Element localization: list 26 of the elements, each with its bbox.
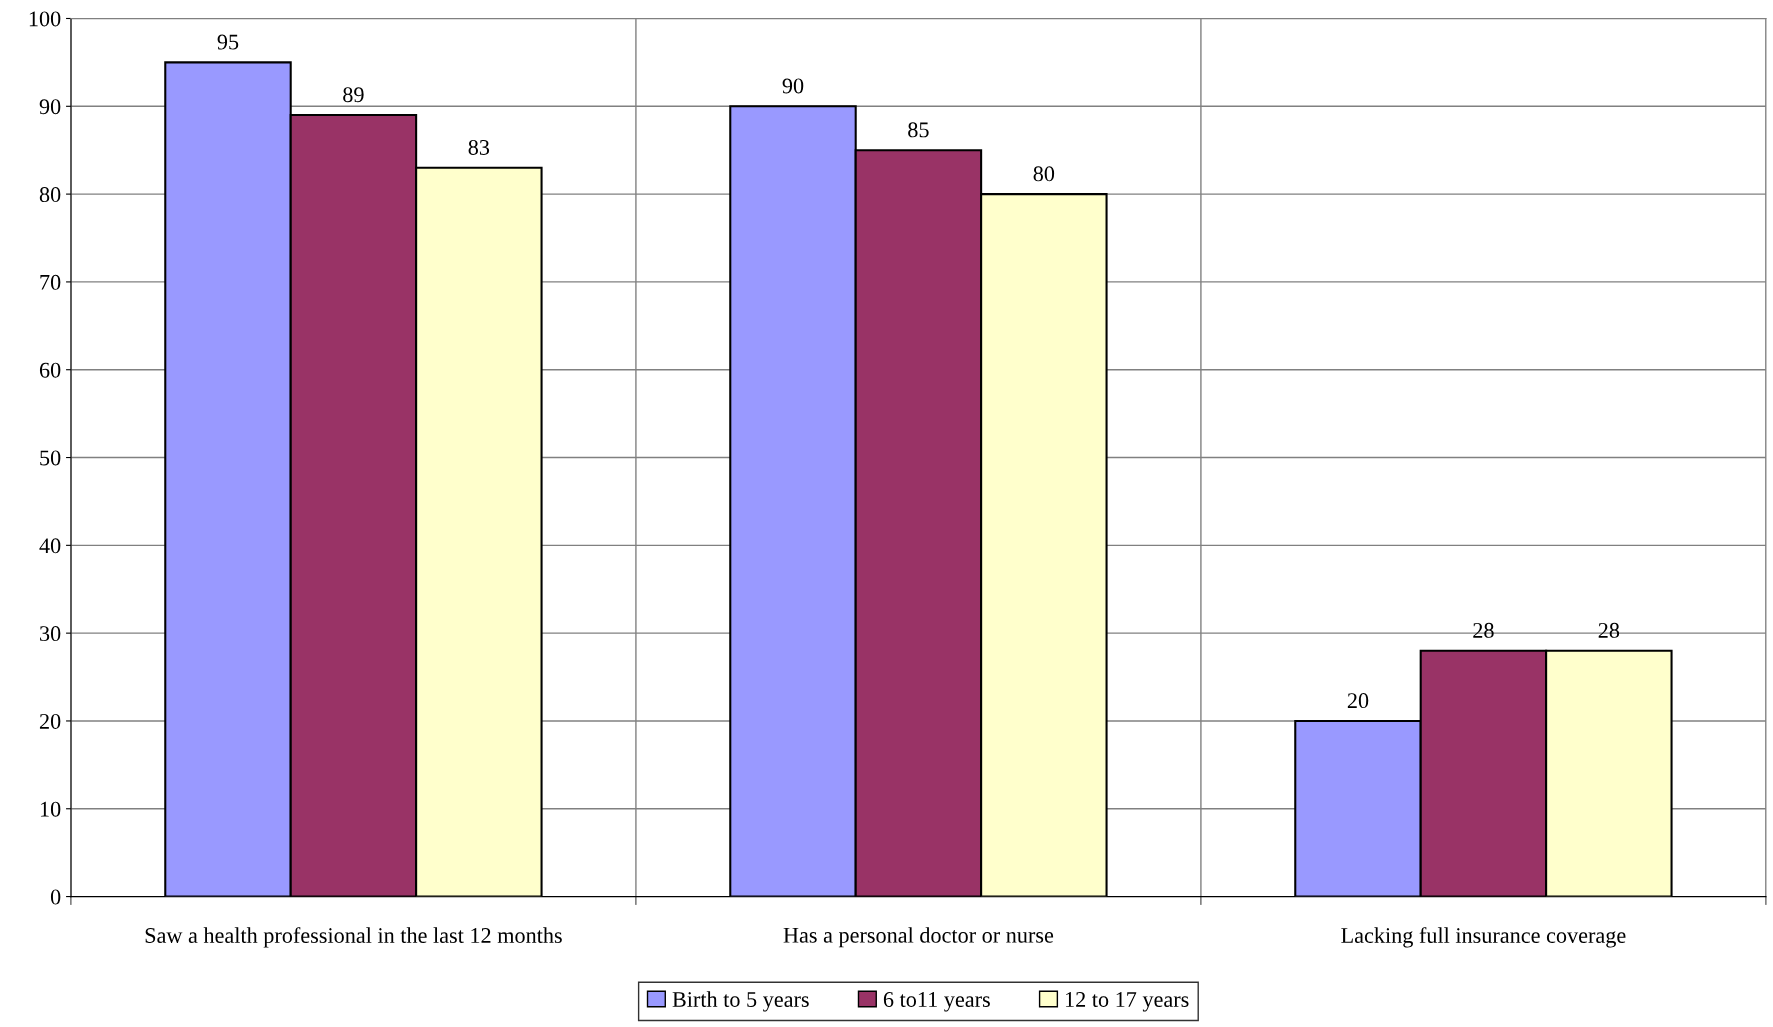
legend-label: 6 to11 years	[883, 992, 990, 1012]
y-tick-label: 80	[39, 187, 61, 203]
x-tick-label: Has a personal doctor or nurse	[783, 927, 1054, 948]
data-label: 28	[1598, 622, 1620, 638]
x-tick-label: Lacking full insurance coverage	[1341, 927, 1626, 948]
data-label: 83	[468, 139, 490, 155]
data-label: 89	[343, 87, 364, 103]
legend-label: 12 to 17 years	[1065, 992, 1189, 1012]
data-label: 20	[1347, 693, 1369, 709]
data-label: 85	[908, 122, 929, 138]
y-tick-label: 40	[39, 538, 61, 554]
data-label: 80	[1033, 166, 1055, 182]
y-tick-label: 20	[39, 713, 61, 729]
x-tick-label: Saw a health professional in the last 12 months	[145, 927, 562, 948]
y-tick-label: 30	[40, 626, 61, 642]
data-label: 95	[217, 34, 239, 50]
legend-label: Birth to 5 years	[672, 991, 809, 1012]
y-tick-label: 0	[50, 889, 61, 905]
data-label: 90	[782, 78, 804, 94]
y-tick-label: 60	[39, 362, 61, 378]
y-tick-label: 70	[40, 274, 61, 290]
y-tick-label: 90	[39, 99, 61, 115]
data-label: 28	[1473, 622, 1494, 638]
y-tick-label: 100	[29, 11, 61, 27]
y-tick-label: 10	[40, 801, 61, 817]
y-tick-label: 50	[40, 450, 61, 466]
